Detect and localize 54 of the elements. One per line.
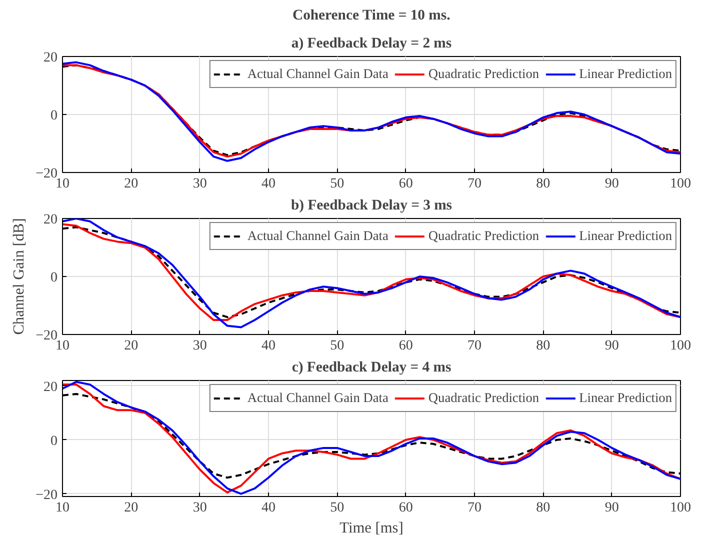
chart-title: Coherence Time = 10 ms.: [292, 8, 451, 24]
x-tick-label: 50: [330, 500, 344, 516]
x-tick-label: 10: [56, 338, 70, 354]
x-tick-label: 30: [192, 338, 207, 354]
legend-label: Linear Prediction: [579, 228, 672, 244]
x-tick-label: 80: [536, 500, 550, 516]
x-tick-label: 90: [604, 500, 619, 516]
y-tick-label: 20: [44, 380, 58, 395]
y-tick-label: 20: [44, 50, 58, 66]
x-axis-title: Time [ms]: [340, 520, 404, 536]
chart-subtitle: a) Feedback Delay = 2 ms: [291, 36, 452, 52]
x-tick-label: 50: [330, 176, 344, 192]
chart-subtitle: b) Feedback Delay = 3 ms: [290, 198, 452, 214]
x-tick-label: 70: [468, 500, 482, 516]
legend-label: Quadratic Prediction: [428, 228, 540, 244]
x-tick-label: 30: [192, 176, 207, 192]
y-tick-label: 0: [50, 434, 58, 449]
y-tick-label: 0: [50, 270, 58, 286]
x-tick-label: 20: [124, 500, 138, 516]
y-tick-label: −20: [36, 328, 58, 344]
x-tick-label: 90: [604, 338, 619, 354]
x-tick-label: 40: [262, 500, 276, 516]
x-tick-label: 30: [192, 500, 207, 516]
x-tick-label: 100: [670, 500, 691, 516]
y-tick-label: 0: [50, 108, 58, 124]
x-tick-label: 40: [262, 176, 276, 192]
x-tick-label: 40: [262, 338, 276, 354]
x-tick-label: 20: [124, 338, 138, 354]
x-tick-label: 70: [468, 176, 482, 192]
legend-label: Actual Channel Gain Data: [247, 390, 388, 406]
legend-label: Linear Prediction: [579, 66, 672, 82]
x-tick-label: 10: [56, 500, 70, 516]
legend-label: Actual Channel Gain Data: [247, 66, 388, 82]
x-tick-label: 80: [536, 338, 550, 354]
legend-label: Quadratic Prediction: [428, 390, 540, 406]
legend-label: Linear Prediction: [579, 390, 672, 406]
y-tick-label: −20: [36, 488, 58, 503]
x-tick-label: 60: [398, 338, 413, 354]
y-tick-label: 20: [44, 212, 58, 228]
legend-label: Quadratic Prediction: [428, 66, 540, 82]
y-axis-title: Channel Gain [dB]: [10, 218, 28, 335]
x-tick-label: 50: [330, 338, 344, 354]
x-tick-label: 80: [536, 176, 550, 192]
legend-label: Actual Channel Gain Data: [247, 228, 388, 244]
x-tick-label: 90: [604, 176, 619, 192]
x-tick-label: 60: [398, 176, 413, 192]
x-tick-label: 100: [670, 176, 691, 192]
y-tick-label: −20: [36, 166, 58, 182]
x-tick-label: 60: [398, 500, 413, 516]
chart-subtitle: c) Feedback Delay = 4 ms: [292, 360, 452, 376]
x-tick-label: 70: [468, 338, 482, 354]
x-tick-label: 100: [670, 338, 691, 354]
x-tick-label: 20: [124, 176, 138, 192]
x-tick-label: 10: [56, 176, 70, 192]
